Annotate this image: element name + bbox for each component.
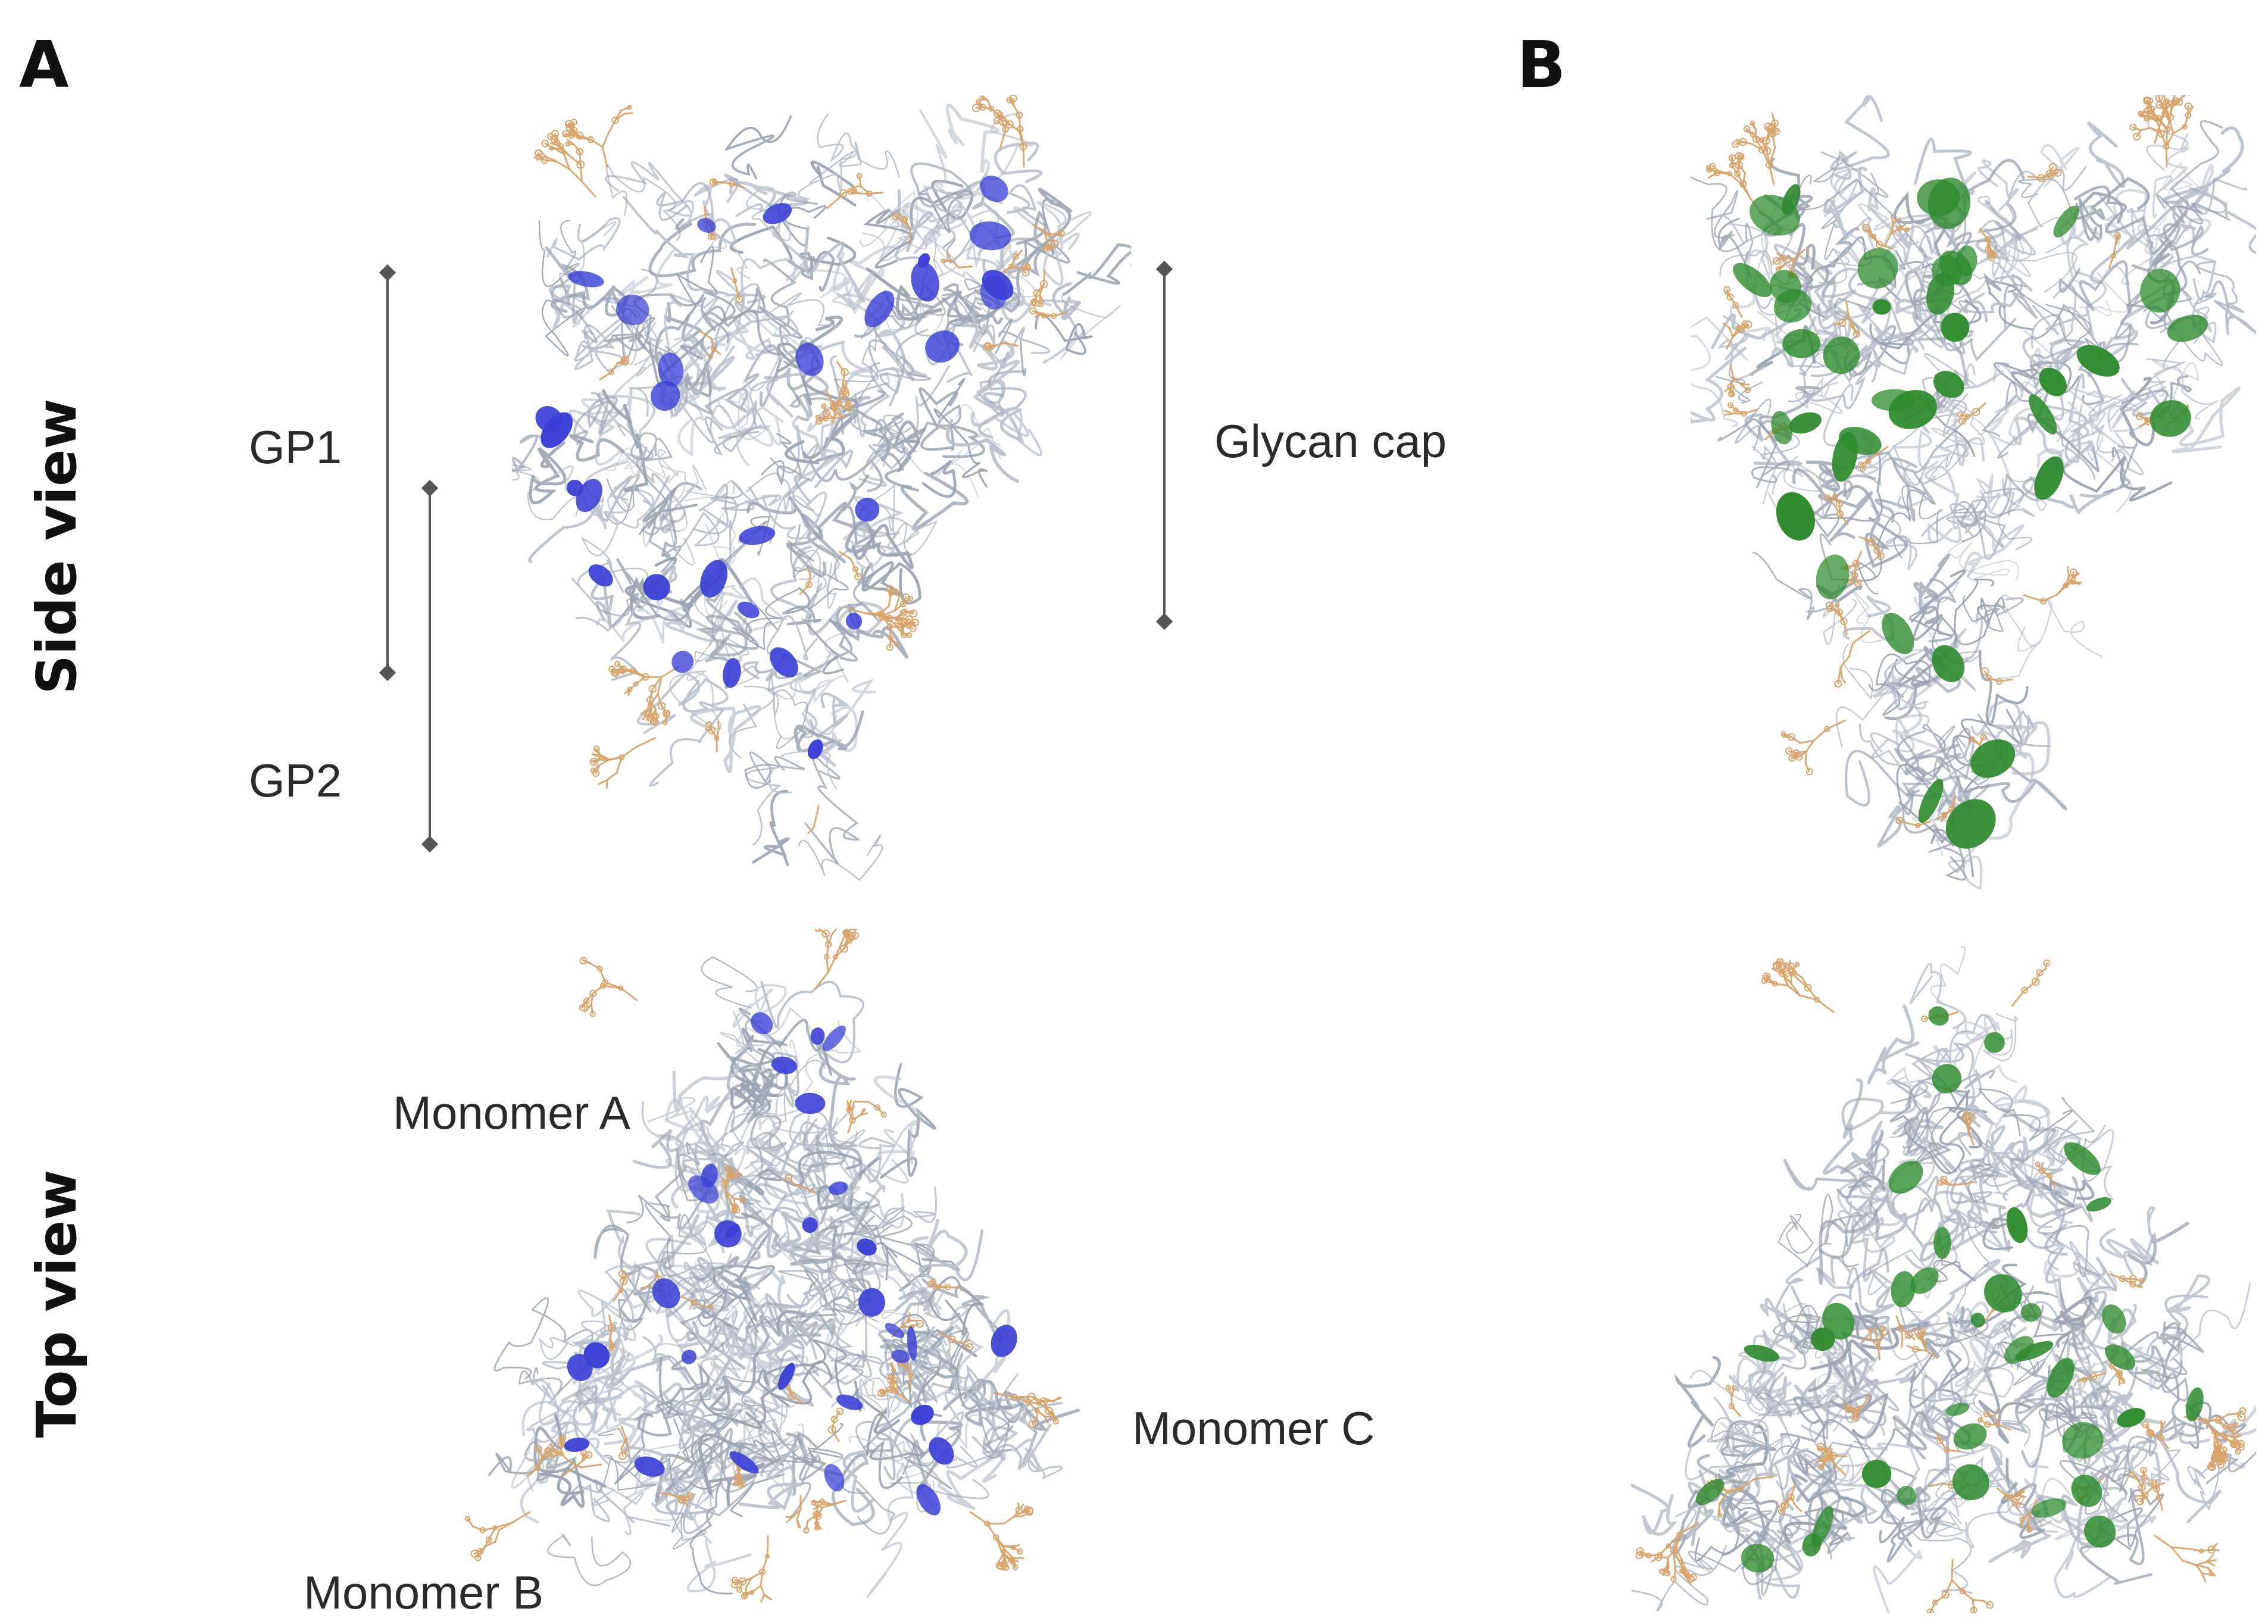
top-view-structure-b bbox=[1631, 941, 2256, 1613]
glycan-cap-bracket bbox=[1163, 269, 1166, 622]
label-monomer-b: Monomer B bbox=[304, 1566, 544, 1619]
gp1-bracket bbox=[386, 273, 389, 673]
row-label-top-view: Top view bbox=[25, 1169, 89, 1438]
gp2-bracket bbox=[429, 488, 431, 844]
row-label-side-view: Side view bbox=[25, 398, 89, 695]
side-view-svg-a bbox=[512, 95, 1131, 881]
top-view-svg-a bbox=[465, 929, 1080, 1603]
label-monomer-c: Monomer C bbox=[1132, 1402, 1375, 1454]
label-gp1: GP1 bbox=[249, 421, 342, 473]
side-view-svg-b bbox=[1691, 95, 2256, 891]
label-gp2: GP2 bbox=[249, 754, 342, 807]
label-monomer-a: Monomer A bbox=[393, 1086, 630, 1139]
top-view-svg-b bbox=[1631, 946, 2256, 1613]
top-view-structure-a bbox=[458, 929, 1089, 1613]
panel-label-a: A bbox=[19, 28, 69, 102]
label-glycan-cap: Glycan cap bbox=[1214, 415, 1447, 467]
side-view-structure-b bbox=[1691, 95, 2256, 893]
side-view-structure-a bbox=[512, 95, 1131, 881]
panel-label-b: B bbox=[1517, 28, 1566, 102]
